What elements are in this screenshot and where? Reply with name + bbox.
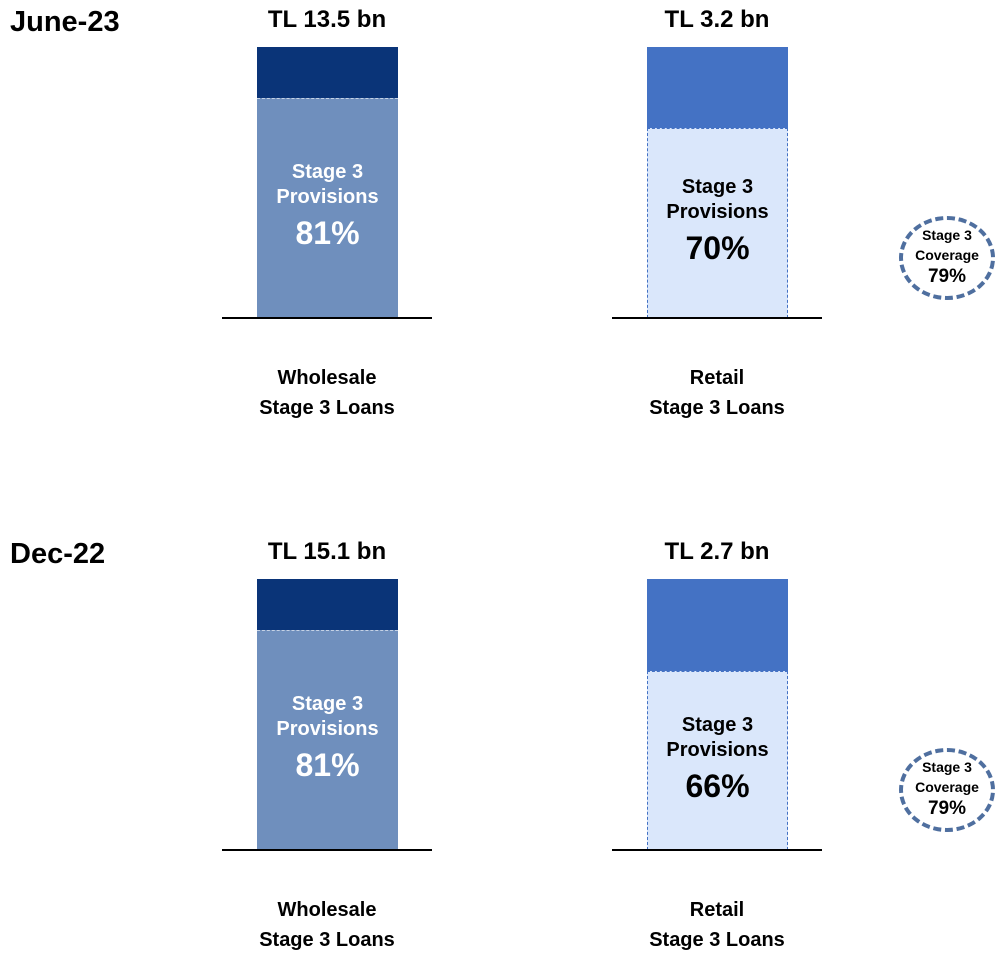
value-label: 70% [685, 230, 750, 267]
provision-label: Stage 3 Provisions 81% [257, 692, 398, 788]
period-label: Dec-22 [10, 538, 106, 570]
baseline [222, 317, 432, 319]
coverage-badge: Stage 3 Coverage 79% [899, 216, 995, 300]
chart-title: TL 3.2 bn [664, 6, 770, 33]
period-label: June-23 [10, 6, 120, 38]
baseline [612, 849, 822, 851]
chart-title: TL 13.5 bn [267, 6, 387, 33]
coverage-label: Stage 3 Coverage [915, 227, 979, 263]
chart-title: TL 2.7 bn [664, 538, 770, 565]
coverage-value: 79% [927, 798, 967, 819]
provision-label: Stage 3 Provisions 70% [647, 175, 788, 271]
category-label: Wholesale Stage 3 Loans [259, 899, 395, 951]
coverage-label: Stage 3 Coverage [915, 759, 979, 795]
category-label: Wholesale Stage 3 Loans [259, 367, 395, 419]
coverage-badge: Stage 3 Coverage 79% [899, 748, 995, 832]
value-label: 81% [295, 747, 360, 784]
bar [257, 630, 398, 850]
baseline [222, 849, 432, 851]
chart-title: TL 15.1 bn [267, 538, 387, 565]
provision-label: Stage 3 Provisions 81% [257, 160, 398, 256]
value-label: 66% [685, 767, 750, 804]
baseline [612, 317, 822, 319]
value-label: 81% [295, 215, 360, 252]
bar [647, 128, 788, 318]
bar [647, 671, 788, 850]
bar [257, 98, 398, 318]
category-label: Retail Stage 3 Loans [649, 899, 785, 951]
provision-label: Stage 3 Provisions 66% [647, 713, 788, 809]
category-label: Retail Stage 3 Loans [649, 367, 785, 419]
coverage-value: 79% [927, 266, 967, 287]
